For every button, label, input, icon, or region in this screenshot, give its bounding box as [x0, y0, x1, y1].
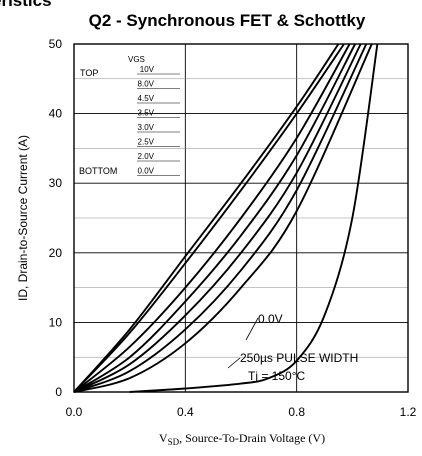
x-tick-label: 0.0 — [66, 405, 83, 419]
chart-title: Q2 - Synchronous FET & Schottky — [89, 11, 366, 30]
x-tick-label: 0.4 — [177, 405, 194, 419]
series-line-2.0V — [73, 43, 373, 393]
legend-entry: 2.5V — [138, 138, 155, 147]
legend-entry: 2.0V — [138, 152, 155, 161]
series-line-0.0V — [129, 43, 379, 393]
legend-entry: 3.0V — [138, 123, 155, 132]
x-tick-label: 0.8 — [288, 405, 305, 419]
legend-header: VGS — [128, 55, 145, 64]
legend-entry: 10V — [140, 65, 155, 74]
y-axis-label-main: ID — [16, 289, 30, 301]
legend-bottom-label: BOTTOM — [79, 166, 117, 176]
annotations: 0.0V 250µs PULSE WIDTH Tj = 150°C — [227, 312, 358, 383]
y-axis-label-rest: , Drain-to-Source Current (A) — [16, 135, 30, 289]
curves — [73, 43, 379, 393]
y-tick-label: 0 — [55, 385, 62, 399]
y-tick-label: 30 — [49, 176, 63, 190]
tick-labels: 0.0 0.4 0.8 1.2 0 10 20 30 40 50 — [49, 37, 417, 419]
legend-top-label: TOP — [80, 68, 98, 78]
series-line-2.5V — [73, 43, 368, 393]
y-tick-label: 40 — [49, 107, 63, 121]
x-tick-label: 1.2 — [400, 405, 417, 419]
legend-entry: 0.0V — [138, 167, 155, 176]
y-tick-label: 50 — [49, 37, 63, 51]
pulse-width-label: 250µs PULSE WIDTH — [240, 351, 358, 365]
x-axis-label-main: V — [159, 431, 168, 445]
x-axis-label-sub: SD — [168, 437, 180, 447]
legend-entry: 4.5V — [138, 94, 155, 103]
tj-label: Tj = 150°C — [248, 369, 305, 383]
series-line-3.0V — [73, 43, 362, 393]
pulse-width-leader — [227, 357, 241, 369]
y-tick-label: 20 — [49, 246, 63, 260]
header-fragment: eristics — [0, 0, 52, 10]
plot-frame — [73, 43, 409, 393]
x-axis-label: VSD, Source-To-Drain Voltage (V) — [159, 431, 325, 447]
legend-entry: 3.5V — [138, 109, 155, 118]
series-line-3.5V — [73, 43, 356, 393]
legend-entry: 8.0V — [138, 80, 155, 89]
y-tick-label: 10 — [49, 315, 63, 329]
series-line-8.0V — [73, 43, 345, 393]
legend: TOP BOTTOM VGS 10V 8.0V 4.5V 3.5V 3.0V 2.5V 2.… — [79, 55, 180, 176]
x-axis-label-rest: , Source-To-Drain Voltage (V) — [179, 431, 325, 445]
curve-label-leader — [245, 317, 259, 341]
y-axis-label: ID, Drain-to-Source Current (A) — [16, 135, 30, 301]
curve-label-0v: 0.0V — [258, 312, 283, 326]
series-line-10V — [73, 43, 340, 393]
legend-entries: 10V 8.0V 4.5V 3.5V 3.0V 2.5V 2.0V 0.0V — [137, 65, 180, 176]
series-line-4.5V — [73, 43, 351, 393]
